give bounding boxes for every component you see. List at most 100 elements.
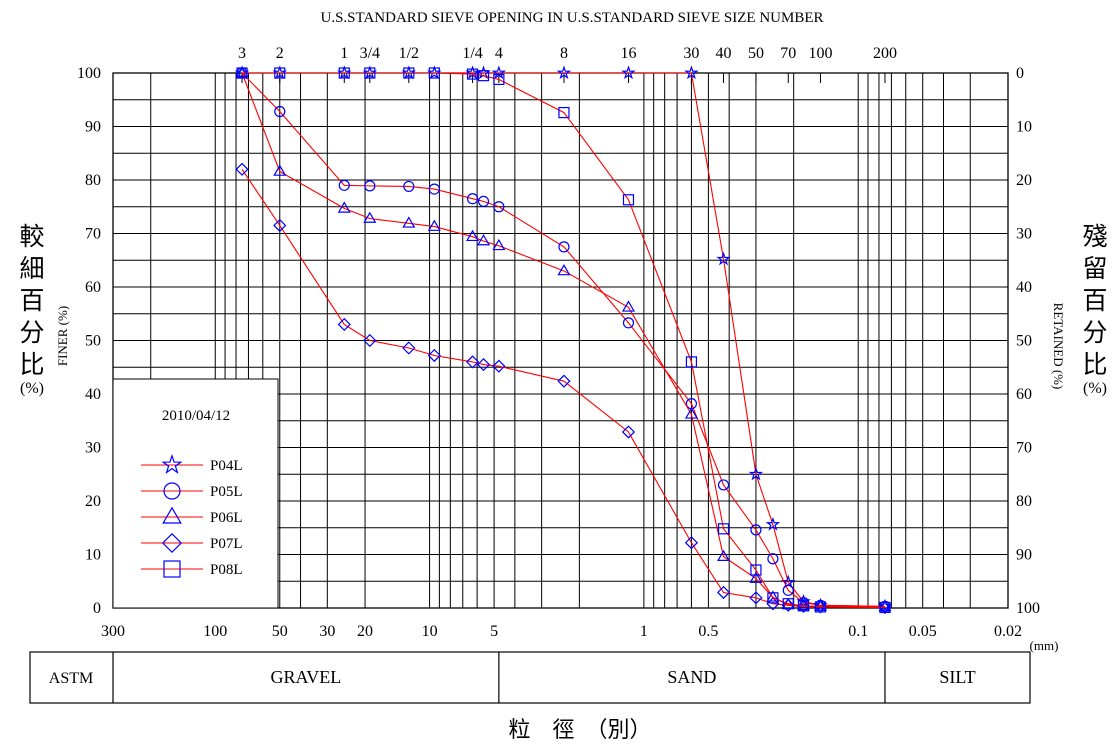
legend-marker xyxy=(163,482,181,500)
y2-tick-label: 80 xyxy=(1016,493,1032,510)
left-axis-label: 較 細 百 分 比 (%) FINER (%) xyxy=(19,222,70,397)
data-point xyxy=(748,466,764,481)
y2-tick-label: 20 xyxy=(1016,172,1032,189)
data-point xyxy=(427,65,442,80)
data-point xyxy=(465,65,480,80)
y-tick-label: 60 xyxy=(85,279,101,296)
y-tick-label: 30 xyxy=(85,440,101,457)
data-point xyxy=(362,65,378,80)
data-point xyxy=(766,590,780,602)
classification-label: ASTM xyxy=(49,670,93,687)
data-point xyxy=(750,524,762,536)
data-point xyxy=(716,585,731,600)
data-point xyxy=(338,179,350,191)
data-point xyxy=(684,65,699,80)
data-point xyxy=(428,183,440,195)
y-tick-label: 80 xyxy=(85,172,101,189)
data-point xyxy=(491,65,507,80)
data-point xyxy=(236,67,248,79)
data-point xyxy=(813,600,828,614)
data-point xyxy=(402,341,416,355)
legend-items: P04L P05L P06L P07L P08L xyxy=(141,453,243,578)
legend-marker xyxy=(161,453,183,474)
y2-tick-label: 100 xyxy=(1016,600,1040,617)
data-point xyxy=(427,348,441,363)
legend-label: P05L xyxy=(210,484,243,500)
data-point xyxy=(782,584,794,596)
data-point xyxy=(466,193,479,205)
data-point xyxy=(476,234,491,246)
data-point xyxy=(684,407,698,419)
legend-marker xyxy=(162,506,182,524)
top-tick-label: 40 xyxy=(716,45,732,62)
data-point xyxy=(273,218,287,233)
legend-title: 2010/04/12 xyxy=(162,408,230,424)
data-point xyxy=(796,599,811,613)
y2-tick-label: 0 xyxy=(1016,65,1024,82)
data-point xyxy=(621,65,636,80)
legend-label: P06L xyxy=(210,510,243,526)
ylabel-right-cjk-4: 分 xyxy=(1082,318,1107,347)
top-tick-label: 8 xyxy=(560,45,568,62)
data-point xyxy=(477,195,490,207)
data-point xyxy=(749,571,763,583)
series-p07l xyxy=(235,162,892,615)
ylabel-left-pct: (%) xyxy=(20,380,44,397)
ylabel-left-cjk-3: 百 xyxy=(19,286,44,315)
legend: 2010/04/12 P04L P05L P06L P07L P08L xyxy=(112,378,279,609)
top-tick-label: 2 xyxy=(276,45,284,62)
data-point xyxy=(401,65,417,80)
data-point xyxy=(717,523,730,535)
data-point xyxy=(493,73,505,86)
data-point xyxy=(717,479,730,491)
x-tick-label: 100 xyxy=(203,623,227,640)
data-point xyxy=(557,374,571,388)
legend-box xyxy=(112,378,279,609)
data-point xyxy=(337,317,351,332)
data-point xyxy=(477,70,490,82)
data-point xyxy=(684,536,699,550)
data-point xyxy=(337,65,352,80)
top-tick-label: 30 xyxy=(683,45,699,62)
data-point xyxy=(493,201,505,213)
series-line xyxy=(242,72,885,609)
series-p05l xyxy=(236,67,891,612)
ylabel-right: RETAINED (%) xyxy=(1051,303,1066,390)
legend-label: P07L xyxy=(210,536,243,552)
data-point xyxy=(363,333,377,348)
x-tick-label: 0.1 xyxy=(848,623,868,640)
data-point xyxy=(749,591,763,605)
legend-marker xyxy=(163,560,181,578)
x-tick-label: 0.5 xyxy=(698,623,718,640)
band-gravel: GRAVEL xyxy=(271,667,342,687)
data-point xyxy=(492,359,506,373)
ylabel-right-cjk-5: 比 xyxy=(1082,350,1107,379)
series-p04l xyxy=(234,65,893,613)
series-p08l xyxy=(236,67,891,614)
data-point xyxy=(338,67,350,79)
data-point xyxy=(878,600,892,615)
ylabel-right-cjk-1: 殘 xyxy=(1082,222,1107,251)
data-point xyxy=(814,601,827,613)
data-point xyxy=(765,516,781,531)
data-point xyxy=(767,553,779,565)
top-tick-label: 1 xyxy=(340,45,348,62)
data-point xyxy=(274,105,286,118)
data-point xyxy=(428,67,440,79)
y-tick-label: 70 xyxy=(85,226,101,243)
ylabel-left-cjk-4: 分 xyxy=(19,318,44,347)
x-tick-label: 1 xyxy=(640,623,648,640)
y-tick-label: 100 xyxy=(77,65,101,82)
y2-tick-label: 50 xyxy=(1016,333,1032,350)
x-tick-label: 0.05 xyxy=(909,623,937,640)
ylabel-left-cjk-1: 較 xyxy=(19,222,44,251)
y-tick-label: 20 xyxy=(85,493,101,510)
data-point xyxy=(556,65,572,80)
top-tick-label: 1/4 xyxy=(462,45,482,62)
data-point xyxy=(621,300,636,312)
data-point xyxy=(403,180,415,193)
ylabel-right-cjk-2: 留 xyxy=(1082,254,1107,283)
y-tick-label: 90 xyxy=(85,119,101,136)
data-point xyxy=(879,601,891,614)
data-point xyxy=(621,425,636,439)
